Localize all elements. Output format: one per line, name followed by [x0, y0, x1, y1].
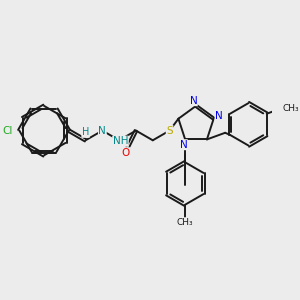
Text: NH: NH — [113, 136, 128, 146]
Text: N: N — [179, 140, 187, 150]
Text: O: O — [122, 148, 130, 158]
Text: N: N — [98, 126, 106, 136]
Text: S: S — [166, 126, 173, 136]
Text: CH₃: CH₃ — [177, 218, 194, 227]
Text: CH₃: CH₃ — [283, 104, 299, 113]
Text: N: N — [190, 96, 197, 106]
Text: Cl: Cl — [3, 126, 13, 136]
Text: H: H — [82, 128, 89, 137]
Text: N: N — [215, 111, 223, 121]
